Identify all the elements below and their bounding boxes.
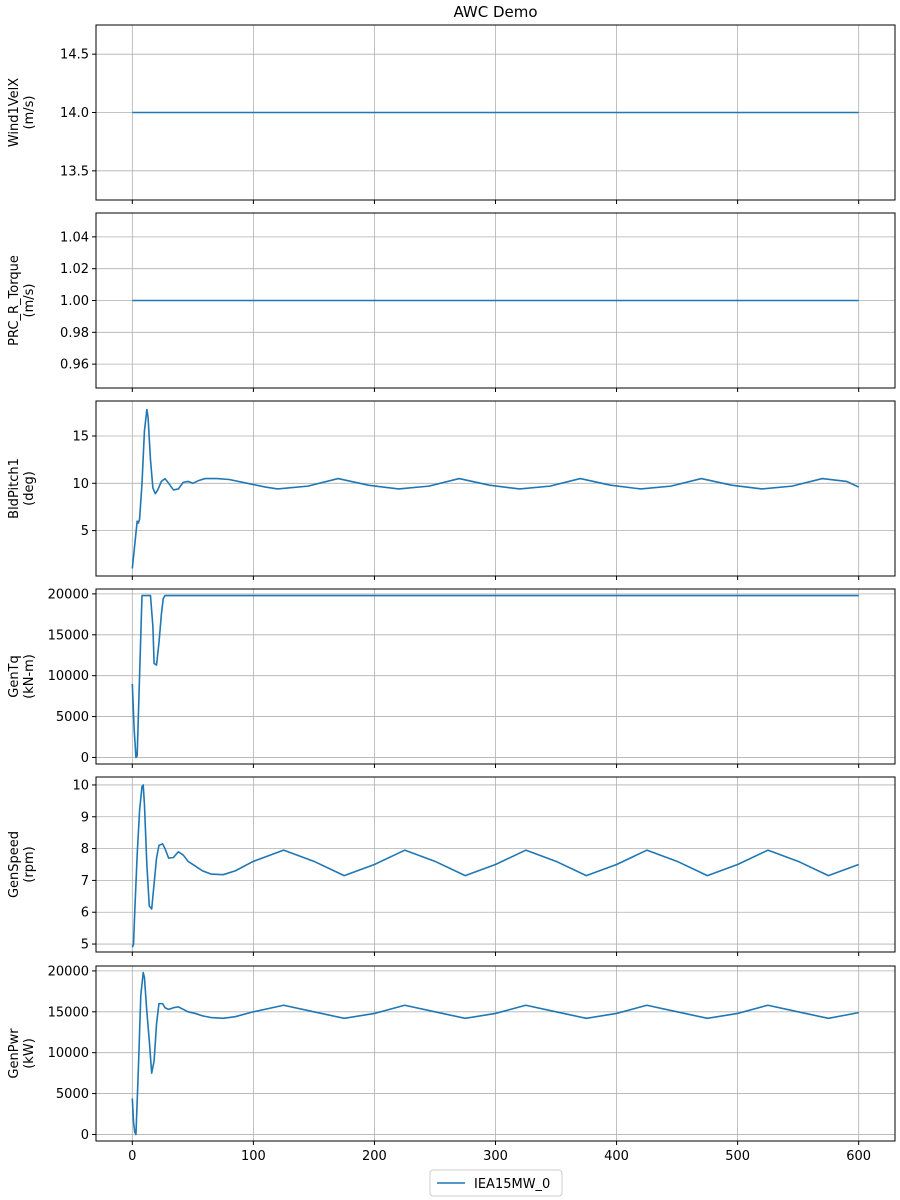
x-tick-label: 300 [483, 1149, 508, 1164]
y-tick-label: 10000 [48, 669, 89, 684]
y-tick-label: 10000 [48, 1046, 89, 1061]
x-tick-label: 600 [846, 1149, 871, 1164]
y-axis-label-line: GenPwr [7, 1028, 22, 1079]
y-tick-label: 14.0 [60, 106, 89, 121]
chart-title: AWC Demo [453, 3, 537, 21]
series-line-IEA15MW_0 [131, 784, 859, 948]
y-axis-label-line: PRC_R_Torque [7, 255, 22, 346]
y-axis-label-line: GenTq [7, 655, 22, 698]
y-axis-label-line: Wind1VelX [7, 78, 22, 147]
y-tick-label: 5 [81, 938, 89, 953]
x-tick-label: 200 [362, 1149, 387, 1164]
y-tick-label: 1.00 [60, 294, 89, 309]
y-tick-label: 10 [72, 477, 89, 492]
y-tick-label: 15000 [48, 1005, 89, 1020]
legend-box [429, 1169, 563, 1197]
y-axis-label-line: (kN-m) [22, 654, 37, 699]
y-tick-label: 5 [81, 524, 89, 539]
y-tick-label: 10 [72, 778, 89, 793]
y-axis-label-line: BldPitch1 [7, 458, 22, 519]
subplot-stack: 13.514.014.5Wind1VelX(m/s)0.960.981.001.… [7, 24, 896, 1164]
x-tick-label: 400 [604, 1149, 629, 1164]
y-tick-label: 20000 [48, 587, 89, 602]
y-axis-label: BldPitch1(deg) [7, 458, 37, 519]
y-axis-label-line: (m/s) [22, 96, 37, 130]
y-tick-label: 0.98 [60, 326, 89, 341]
y-axis-label-line: (rpm) [22, 846, 37, 882]
y-axis-label: Wind1VelX(m/s) [7, 78, 37, 147]
y-axis-label-line: (m/s) [22, 284, 37, 318]
legend: IEA15MW_0 [429, 1169, 563, 1197]
y-axis-label: GenSpeed(rpm) [7, 831, 37, 898]
subplot-4: 0 5000 10000 15000 20000 GenTq(kN-m) [7, 587, 896, 768]
y-axis-label: GenTq(kN-m) [7, 654, 37, 699]
subplot-1: 13.5 14.0 14.5 Wind1VelX(m/s) [7, 24, 896, 204]
y-tick-label: 0.96 [60, 358, 89, 373]
y-tick-label: 0 [81, 751, 89, 766]
y-axis-label-line: (deg) [22, 471, 37, 506]
legend-label: IEA15MW_0 [474, 1177, 550, 1192]
y-tick-label: 14.5 [60, 48, 89, 63]
y-axis-label-line: GenSpeed [7, 831, 22, 898]
series-line-IEA15MW_0 [131, 408, 860, 569]
y-axis-label: PRC_R_Torque(m/s) [7, 255, 37, 346]
y-tick-label: 5000 [56, 1087, 89, 1102]
subplot-3: 5 10 15 BldPitch1(deg) [7, 400, 896, 580]
y-tick-label: 1.04 [60, 230, 89, 245]
subplot-5: 5 6 7 8 9 10 GenSpeed(rpm) [7, 776, 896, 956]
y-tick-label: 5000 [56, 710, 89, 725]
y-tick-label: 13.5 [60, 164, 89, 179]
y-tick-label: 15000 [48, 628, 89, 643]
subplot-6: 0 5000 10000 15000 20000 0 100 200 300 400 500 600 G… [7, 964, 896, 1164]
y-tick-label: 7 [81, 874, 89, 889]
y-tick-label: 15 [72, 430, 89, 445]
y-tick-label: 0 [81, 1128, 89, 1143]
series-line-IEA15MW_0 [131, 971, 859, 1136]
y-tick-label: 8 [81, 842, 89, 857]
x-tick-label: 0 [128, 1149, 136, 1164]
series-line-IEA15MW_0 [131, 594, 859, 759]
y-tick-label: 1.02 [60, 262, 89, 277]
x-tick-label: 500 [725, 1149, 750, 1164]
y-tick-label: 20000 [48, 964, 89, 979]
y-tick-label: 6 [81, 906, 89, 921]
y-axis-label-line: (kW) [22, 1038, 37, 1069]
y-axis-label: GenPwr(kW) [7, 1028, 37, 1079]
x-tick-label: 100 [241, 1149, 266, 1164]
y-tick-label: 9 [81, 810, 89, 825]
subplot-2: 0.96 0.98 1.00 1.02 1.04 PRC_R_Torque(m/s) [7, 212, 896, 392]
